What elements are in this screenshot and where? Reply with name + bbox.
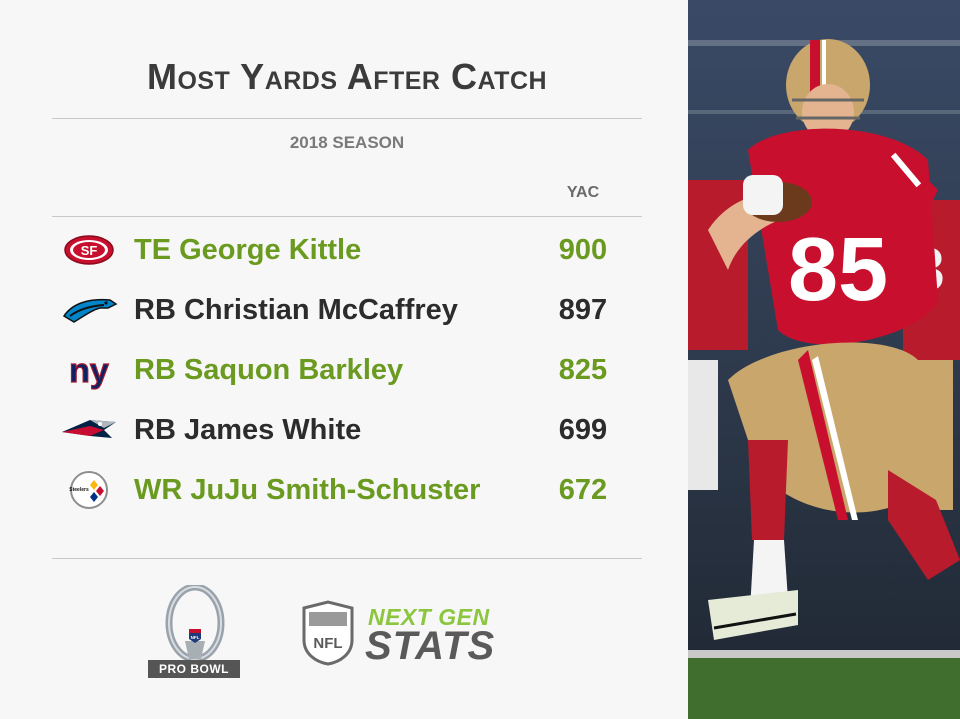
giants-logo-icon: ny	[60, 350, 118, 390]
panthers-logo-icon	[60, 290, 118, 330]
table-row: SF TE George Kittle 900	[52, 228, 642, 272]
nfl-shield-text: NFL	[313, 635, 342, 652]
pro-bowl-logo-icon: NFL	[165, 585, 225, 663]
player-photo: 3 85	[688, 0, 960, 719]
table-row: RB James White 699	[52, 408, 642, 452]
next-gen-label: NEXT GEN	[368, 604, 490, 630]
footer-divider	[52, 558, 642, 559]
season-label: 2018 SEASON	[289, 133, 405, 152]
stats-label: STATS	[365, 624, 496, 668]
pro-bowl-label: PRO BOWL	[148, 660, 240, 678]
yac-column-header: YAC	[566, 184, 600, 201]
title-divider	[52, 118, 642, 119]
page-title: Most Yards After Catch	[146, 56, 548, 97]
yac-value: 825	[558, 354, 608, 386]
yac-value: 672	[558, 474, 608, 506]
player-name: RB James White	[134, 414, 362, 446]
jersey-number: 85	[788, 220, 888, 320]
yac-value: 699	[558, 414, 608, 446]
nfl-shield-icon: NFL	[302, 600, 354, 666]
pro-bowl-nfl-text: NFL	[191, 635, 200, 640]
stats-panel: Most Yards After Catch 2018 SEASON YAC S…	[52, 56, 642, 678]
49ers-logo-text: SF	[81, 243, 98, 258]
49ers-logo-icon: SF	[60, 230, 118, 270]
table-row: ny RB Saquon Barkley 825	[52, 348, 642, 392]
player-name: WR JuJu Smith-Schuster	[134, 474, 481, 506]
player-name: TE George Kittle	[134, 234, 362, 266]
header-divider	[52, 216, 642, 217]
player-name: RB Christian McCaffrey	[134, 294, 458, 326]
yac-value: 900	[558, 234, 608, 266]
table-row: RB Christian McCaffrey 897	[52, 288, 642, 332]
player-name: RB Saquon Barkley	[134, 354, 404, 386]
table-row: Steelers WR JuJu Smith-Schuster 672	[52, 468, 642, 512]
patriots-logo-icon	[60, 410, 118, 450]
yac-value: 897	[558, 294, 608, 326]
steelers-logo-text: Steelers	[69, 487, 89, 493]
giants-logo-text: ny	[69, 352, 109, 390]
steelers-logo-icon: Steelers	[60, 470, 118, 510]
